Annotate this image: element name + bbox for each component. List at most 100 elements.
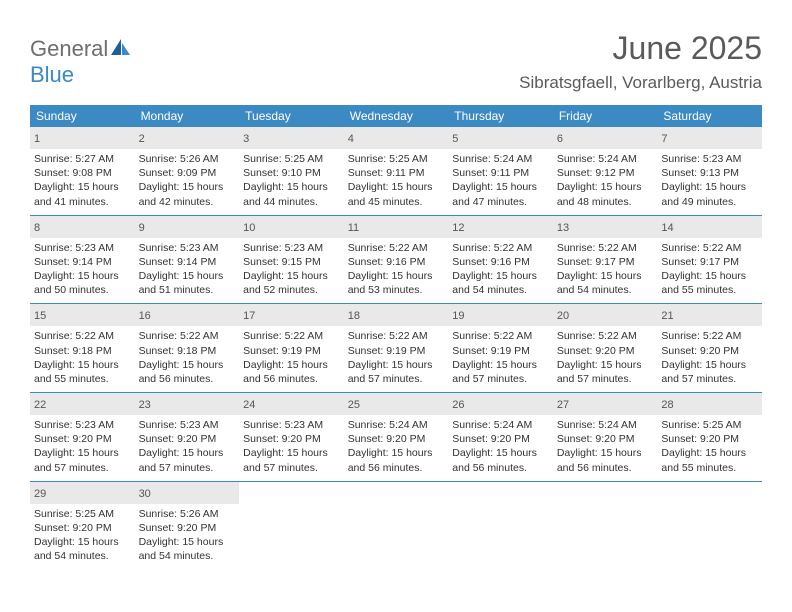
calendar-cell: 23Sunrise: 5:23 AMSunset: 9:20 PMDayligh… (135, 393, 240, 481)
daynum-bar: 5 (448, 127, 553, 149)
sunrise-line: Sunrise: 5:23 AM (243, 418, 340, 432)
month-title: June 2025 (519, 30, 762, 67)
day-number: 3 (243, 133, 249, 145)
sunset-line: Sunset: 9:20 PM (34, 432, 131, 446)
day-number: 17 (243, 310, 255, 322)
calendar-cell: 1Sunrise: 5:27 AMSunset: 9:08 PMDaylight… (30, 127, 135, 215)
sunrise-line: Sunrise: 5:25 AM (661, 418, 758, 432)
daylight-line: Daylight: 15 hours and 54 minutes. (452, 269, 549, 297)
day-number: 15 (34, 310, 46, 322)
daynum-bar: 12 (448, 216, 553, 238)
calendar-cell: 29Sunrise: 5:25 AMSunset: 9:20 PMDayligh… (30, 482, 135, 570)
sunset-line: Sunset: 9:11 PM (452, 166, 549, 180)
calendar-cell: 26Sunrise: 5:24 AMSunset: 9:20 PMDayligh… (448, 393, 553, 481)
sunset-line: Sunset: 9:20 PM (452, 432, 549, 446)
sunrise-line: Sunrise: 5:26 AM (139, 507, 236, 521)
sunset-line: Sunset: 9:20 PM (557, 344, 654, 358)
day-number: 6 (557, 133, 563, 145)
sunset-line: Sunset: 9:19 PM (243, 344, 340, 358)
sunrise-line: Sunrise: 5:24 AM (452, 418, 549, 432)
daylight-line: Daylight: 15 hours and 49 minutes. (661, 180, 758, 208)
logo-text-general: General (30, 36, 108, 61)
daynum-bar: 30 (135, 482, 240, 504)
daynum-bar: 23 (135, 393, 240, 415)
week-row: 15Sunrise: 5:22 AMSunset: 9:18 PMDayligh… (30, 304, 762, 393)
daylight-line: Daylight: 15 hours and 42 minutes. (139, 180, 236, 208)
day-number: 16 (139, 310, 151, 322)
calendar-cell: 28Sunrise: 5:25 AMSunset: 9:20 PMDayligh… (657, 393, 762, 481)
day-header-monday: Monday (135, 105, 240, 127)
sunset-line: Sunset: 9:09 PM (139, 166, 236, 180)
calendar-cell: 11Sunrise: 5:22 AMSunset: 9:16 PMDayligh… (344, 216, 449, 304)
calendar-cell: 9Sunrise: 5:23 AMSunset: 9:14 PMDaylight… (135, 216, 240, 304)
day-number: 10 (243, 222, 255, 234)
sunset-line: Sunset: 9:20 PM (348, 432, 445, 446)
day-number: 14 (661, 222, 673, 234)
calendar-cell: 18Sunrise: 5:22 AMSunset: 9:19 PMDayligh… (344, 304, 449, 392)
calendar-cell: 15Sunrise: 5:22 AMSunset: 9:18 PMDayligh… (30, 304, 135, 392)
calendar-cell: 5Sunrise: 5:24 AMSunset: 9:11 PMDaylight… (448, 127, 553, 215)
daynum-bar: 20 (553, 304, 658, 326)
calendar-cell (448, 482, 553, 570)
sunset-line: Sunset: 9:14 PM (34, 255, 131, 269)
day-number: 4 (348, 133, 354, 145)
calendar-cell: 6 Sunrise: 5:24 AMSunset: 9:12 PMDaylight… (553, 127, 658, 215)
day-header-saturday: Saturday (657, 105, 762, 127)
sunset-line: Sunset: 9:20 PM (243, 432, 340, 446)
logo-sail-icon (110, 38, 132, 61)
daylight-line: Daylight: 15 hours and 56 minutes. (139, 358, 236, 386)
daynum-bar: 22 (30, 393, 135, 415)
sunrise-line: Sunrise: 5:24 AM (557, 152, 654, 166)
calendar-cell: 24Sunrise: 5:23 AMSunset: 9:20 PMDayligh… (239, 393, 344, 481)
sunrise-line: Sunrise: 5:23 AM (243, 241, 340, 255)
day-number: 11 (348, 222, 359, 234)
daynum-bar: 26 (448, 393, 553, 415)
sunset-line: Sunset: 9:13 PM (661, 166, 758, 180)
day-number: 13 (557, 222, 569, 234)
calendar-cell: 14Sunrise: 5:22 AMSunset: 9:17 PMDayligh… (657, 216, 762, 304)
sunset-line: Sunset: 9:20 PM (34, 521, 131, 535)
sunset-line: Sunset: 9:20 PM (139, 521, 236, 535)
day-number: 19 (452, 310, 464, 322)
daynum-bar: 27 (553, 393, 658, 415)
daynum-bar: 7 (657, 127, 762, 149)
daylight-line: Daylight: 15 hours and 47 minutes. (452, 180, 549, 208)
sunrise-line: Sunrise: 5:24 AM (348, 418, 445, 432)
daylight-line: Daylight: 15 hours and 57 minutes. (661, 358, 758, 386)
day-number: 25 (348, 399, 360, 411)
daylight-line: Daylight: 15 hours and 48 minutes. (557, 180, 654, 208)
day-number: 12 (452, 222, 464, 234)
sunrise-line: Sunrise: 5:25 AM (243, 152, 340, 166)
daynum-bar: 25 (344, 393, 449, 415)
daynum-bar: 2 (135, 127, 240, 149)
day-number: 28 (661, 399, 673, 411)
sunset-line: Sunset: 9:12 PM (557, 166, 654, 180)
daylight-line: Daylight: 15 hours and 52 minutes. (243, 269, 340, 297)
calendar-cell (553, 482, 658, 570)
week-row: 29Sunrise: 5:25 AMSunset: 9:20 PMDayligh… (30, 482, 762, 570)
day-header-thursday: Thursday (448, 105, 553, 127)
sunset-line: Sunset: 9:19 PM (348, 344, 445, 358)
daynum-bar: 21 (657, 304, 762, 326)
sunset-line: Sunset: 9:08 PM (34, 166, 131, 180)
day-number: 30 (139, 488, 151, 500)
daylight-line: Daylight: 15 hours and 55 minutes. (34, 358, 131, 386)
day-headers-row: Sunday Monday Tuesday Wednesday Thursday… (30, 105, 762, 127)
daynum-bar: 3 (239, 127, 344, 149)
daylight-line: Daylight: 15 hours and 57 minutes. (452, 358, 549, 386)
daynum-bar: 17 (239, 304, 344, 326)
daynum-bar: 1 (30, 127, 135, 149)
day-number: 8 (34, 222, 40, 234)
calendar-cell: 7Sunrise: 5:23 AMSunset: 9:13 PMDaylight… (657, 127, 762, 215)
calendar-cell (657, 482, 762, 570)
sunset-line: Sunset: 9:16 PM (348, 255, 445, 269)
daylight-line: Daylight: 15 hours and 54 minutes. (557, 269, 654, 297)
daynum-bar: 11 (344, 216, 449, 238)
daynum-bar: 19 (448, 304, 553, 326)
sunrise-line: Sunrise: 5:23 AM (139, 418, 236, 432)
sunset-line: Sunset: 9:18 PM (139, 344, 236, 358)
calendar-cell: 25Sunrise: 5:24 AMSunset: 9:20 PMDayligh… (344, 393, 449, 481)
sunset-line: Sunset: 9:20 PM (661, 432, 758, 446)
daylight-line: Daylight: 15 hours and 51 minutes. (139, 269, 236, 297)
logo-text-blue: Blue (30, 62, 74, 87)
